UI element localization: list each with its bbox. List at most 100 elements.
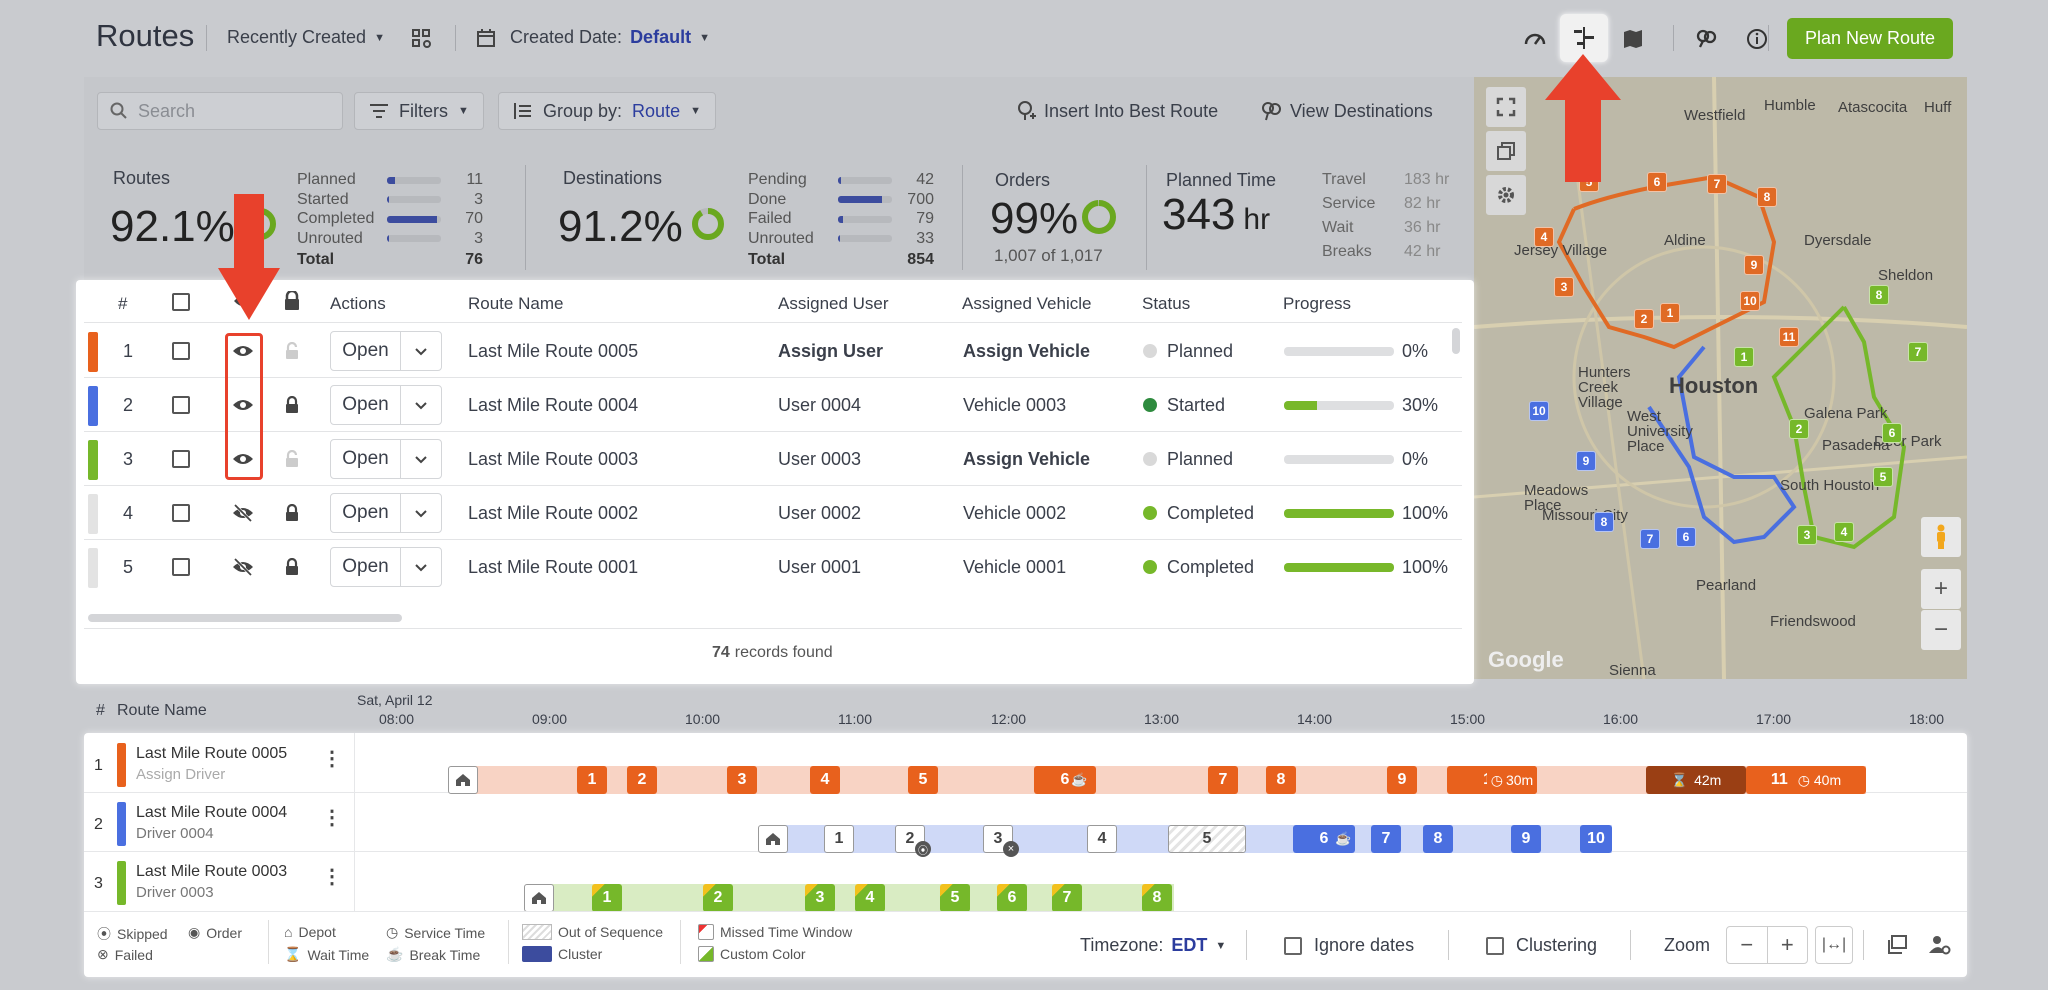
speedometer-icon[interactable]: [1513, 17, 1557, 61]
zoom-in-icon[interactable]: +: [1921, 569, 1961, 609]
chevron-down-icon[interactable]: [401, 347, 441, 356]
timeline-stop[interactable]: 5: [940, 884, 970, 912]
route-name[interactable]: Last Mile Route 0005: [468, 340, 639, 361]
timezone-selector[interactable]: Timezone: EDT ▼: [1080, 935, 1226, 956]
date-filter[interactable]: Created Date: Default ▼: [476, 27, 710, 48]
group-by-button[interactable]: Group by: Route ▼: [498, 92, 716, 130]
col-header-progress[interactable]: Progress: [1283, 294, 1352, 313]
timeline-stop[interactable]: 7: [1208, 766, 1238, 794]
timeline-stop[interactable]: 5: [908, 766, 938, 794]
locations-icon[interactable]: [1684, 17, 1728, 61]
open-button[interactable]: Open: [331, 440, 401, 478]
timeline-stop[interactable]: 6: [1293, 825, 1355, 853]
table-row[interactable]: 5 Open Last Mile Route 0001 User 0001 Vehicl…: [84, 540, 1462, 594]
view-destinations-button[interactable]: View Destinations: [1260, 100, 1433, 122]
timeline-stop[interactable]: 6: [1034, 766, 1096, 794]
map-stop-marker[interactable]: 4: [1534, 227, 1554, 247]
table-row[interactable]: 1 Open Last Mile Route 0005 Assign User Assi…: [84, 324, 1462, 378]
timeline-stop[interactable]: 4: [810, 766, 840, 794]
chevron-down-icon[interactable]: [401, 563, 441, 572]
map-stop-marker[interactable]: 2: [1789, 419, 1809, 439]
map-view-icon[interactable]: [1611, 17, 1655, 61]
ignore-dates-checkbox[interactable]: [1284, 936, 1302, 955]
zoom-out-icon[interactable]: −: [1921, 610, 1961, 650]
depot-icon[interactable]: [758, 825, 788, 853]
zoom-out-button[interactable]: −: [1727, 927, 1768, 963]
assign-user-link[interactable]: Assign User: [778, 340, 884, 361]
route-name[interactable]: Last Mile Route 0001: [468, 556, 639, 577]
column-settings-icon[interactable]: [400, 17, 444, 61]
timeline-stop[interactable]: 7: [1052, 884, 1082, 912]
eye-icon[interactable]: [232, 432, 254, 486]
row-checkbox[interactable]: [172, 396, 190, 414]
depot-icon[interactable]: [448, 766, 478, 794]
timeline-stop[interactable]: 8: [1142, 884, 1172, 912]
timeline-stop[interactable]: 9: [1511, 825, 1541, 853]
map-stop-marker[interactable]: 7: [1908, 342, 1928, 362]
assign-driver-link[interactable]: Assign Driver: [136, 766, 226, 783]
map-stop-marker[interactable]: 1: [1734, 347, 1754, 367]
route-name[interactable]: Last Mile Route 0003: [468, 448, 639, 469]
map-stop-marker[interactable]: 7: [1707, 174, 1727, 194]
timeline-stop[interactable]: 2: [895, 825, 925, 853]
lock-icon[interactable]: [284, 540, 300, 594]
break-time-block[interactable]: ◷ 30m: [1487, 766, 1537, 794]
street-view-icon[interactable]: [1921, 517, 1961, 557]
timeline-stop[interactable]: 2: [627, 766, 657, 794]
map-stop-marker[interactable]: 8: [1869, 285, 1889, 305]
timeline-stop[interactable]: 9: [1387, 766, 1417, 794]
row-checkbox[interactable]: [172, 558, 190, 576]
timeline-stop[interactable]: 3: [805, 884, 835, 912]
col-header-assigned-vehicle[interactable]: Assigned Vehicle: [962, 294, 1092, 313]
open-button[interactable]: Open: [331, 494, 401, 532]
lock-icon[interactable]: [284, 378, 300, 432]
route-name[interactable]: Last Mile Route 0002: [468, 502, 639, 523]
sort-dropdown[interactable]: Recently Created ▼: [227, 27, 385, 48]
map-stop-marker[interactable]: 9: [1744, 255, 1764, 275]
map-stop-marker[interactable]: 3: [1554, 277, 1574, 297]
unlock-icon[interactable]: [284, 324, 300, 378]
timeline-stop[interactable]: 1: [824, 825, 854, 853]
open-button[interactable]: Open: [331, 548, 401, 586]
col-header-route-name[interactable]: Route Name: [468, 294, 564, 313]
horizontal-scrollbar[interactable]: [88, 614, 402, 622]
timeline-stop[interactable]: 8: [1423, 825, 1453, 853]
map-stop-marker[interactable]: 4: [1834, 522, 1854, 542]
more-vertical-icon[interactable]: ⋮: [322, 748, 342, 770]
timeline-view-icon[interactable]: [1560, 14, 1608, 62]
row-checkbox[interactable]: [172, 504, 190, 522]
eye-icon[interactable]: [232, 378, 254, 432]
filters-button[interactable]: Filters ▼: [354, 92, 484, 130]
map-stop-marker[interactable]: 11: [1779, 327, 1799, 347]
map-stop-marker[interactable]: 8: [1594, 512, 1614, 532]
chevron-down-icon[interactable]: [401, 509, 441, 518]
eye-icon[interactable]: [232, 324, 254, 378]
timeline-stop[interactable]: 4: [855, 884, 885, 912]
zoom-in-button[interactable]: +: [1780, 932, 1794, 957]
row-checkbox[interactable]: [172, 450, 190, 468]
wait-time-block[interactable]: ⌛ 42m: [1646, 766, 1746, 794]
vertical-scrollbar[interactable]: [1452, 328, 1460, 354]
map-stop-marker[interactable]: 6: [1882, 423, 1902, 443]
search-input[interactable]: Search: [97, 92, 343, 130]
timeline-route-name[interactable]: Last Mile Route 0003: [136, 863, 288, 880]
timeline-stop[interactable]: 5: [1168, 825, 1246, 853]
map-stop-marker[interactable]: 1: [1660, 303, 1680, 323]
insert-into-best-route-button[interactable]: Insert Into Best Route: [1016, 100, 1218, 122]
depot-icon[interactable]: [524, 884, 554, 912]
timeline-route-name[interactable]: Last Mile Route 0004: [136, 804, 288, 821]
timeline-stop[interactable]: 10: [1580, 825, 1612, 853]
user-settings-icon[interactable]: [1928, 933, 1952, 957]
more-vertical-icon[interactable]: ⋮: [322, 866, 342, 888]
map-stop-marker[interactable]: 7: [1640, 529, 1660, 549]
map-stop-marker[interactable]: 9: [1576, 451, 1596, 471]
eye-off-icon[interactable]: [232, 486, 254, 540]
more-vertical-icon[interactable]: ⋮: [322, 807, 342, 829]
timeline-stop[interactable]: 1: [592, 884, 622, 912]
ignore-dates-toggle[interactable]: Ignore dates: [1284, 935, 1414, 956]
lock-icon[interactable]: [284, 486, 300, 540]
unlock-icon[interactable]: [284, 432, 300, 486]
timeline-stop[interactable]: 4: [1087, 825, 1117, 853]
chevron-down-icon[interactable]: [401, 401, 441, 410]
map-settings-icon[interactable]: [1486, 175, 1526, 215]
